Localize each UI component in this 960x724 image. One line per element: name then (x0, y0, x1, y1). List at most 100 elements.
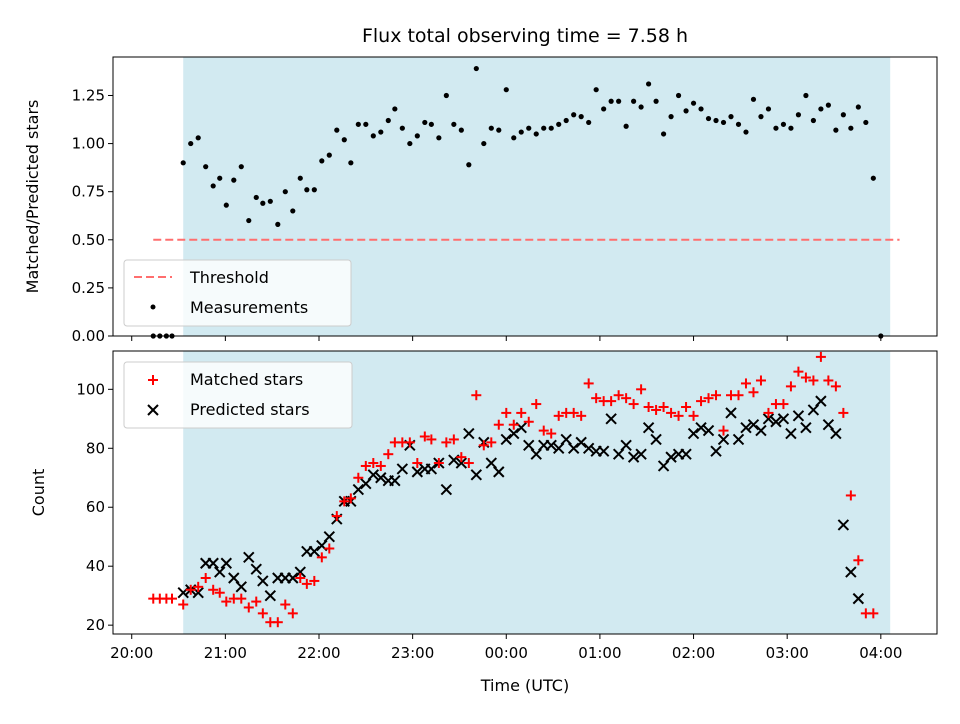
matched-star-point (576, 410, 587, 421)
legend-plus-marker (148, 375, 158, 385)
predicted-star-point (389, 475, 401, 487)
predicted-star-point (695, 421, 707, 434)
predicted-star-point (635, 448, 647, 460)
predicted-star-point (740, 421, 752, 434)
matched-star-point (433, 458, 444, 469)
bottom-legend: Matched stars Predicted stars (123, 361, 353, 429)
measurement-point (840, 112, 846, 118)
chart-title: Flux total observing time = 7.58 h (362, 25, 688, 47)
measurement-point (246, 217, 252, 224)
predicted-star-point (830, 427, 842, 440)
matched-star-point (353, 472, 364, 483)
measurement-point (348, 160, 354, 166)
predicted-star-point (352, 483, 365, 496)
matched-star-point (486, 437, 497, 448)
bottom-plot-area (148, 351, 879, 628)
measurement-point (436, 135, 442, 141)
predicted-star-point (396, 463, 409, 475)
matched-star-point (868, 608, 879, 619)
top-x-axis (131, 336, 882, 341)
measurement-point (231, 177, 237, 183)
matched-star-point (621, 393, 632, 404)
top-axes-frame (112, 56, 938, 337)
measurement-point (773, 125, 779, 131)
predicted-star-point (627, 451, 640, 463)
y-tick-label: 60 (86, 498, 105, 516)
matched-star-point (636, 384, 647, 395)
predicted-star-point (620, 439, 632, 452)
predicted-star-point (250, 563, 262, 575)
matched-star-point (673, 410, 684, 421)
predicted-star-point (257, 575, 269, 587)
measurement-point (556, 121, 562, 127)
measurement-point (690, 100, 697, 106)
matched-star-point (339, 496, 350, 507)
bottom-axes-frame (112, 350, 938, 635)
measurement-point (385, 117, 391, 124)
matched-star-point (613, 390, 624, 401)
matched-star-point (815, 351, 826, 362)
matched-star-point (538, 425, 549, 436)
matched-star-point (178, 599, 189, 610)
measurement-point (743, 129, 749, 135)
x-tick-label: 00:00 (485, 644, 528, 662)
bottom-legend-box (123, 361, 353, 429)
matched-star-point (331, 511, 342, 522)
y-tick-label: 80 (86, 439, 105, 457)
y-tick-label: 1.00 (72, 135, 105, 153)
matched-star-point (531, 399, 542, 410)
predicted-star-point (440, 483, 453, 496)
bottom-panel: 20 40 60 80 100 20:00 21:00 22:00 23:00 00:00 01:… (29, 350, 938, 695)
measurement-point (363, 121, 369, 127)
measurement-point (355, 121, 361, 127)
measurement-point (275, 221, 281, 227)
y-tick-label: 0.25 (72, 279, 105, 297)
matched-star-point (295, 572, 306, 583)
matched-star-point (508, 419, 519, 430)
predicted-star-point (425, 463, 438, 475)
measurement-point (319, 158, 325, 164)
top-legend-box (123, 259, 352, 327)
matched-star-point (493, 419, 504, 430)
matched-star-point (553, 410, 564, 421)
matched-star-point (681, 402, 692, 413)
matched-star-point (208, 584, 219, 595)
measurement-point (668, 114, 674, 120)
matched-star-point (383, 449, 394, 460)
predicted-star-point (650, 433, 662, 446)
measurement-point (180, 160, 186, 166)
predicted-star-point (770, 416, 782, 428)
matched-star-point (583, 378, 594, 389)
predicted-star-point (732, 433, 745, 446)
measurement-point (253, 194, 259, 201)
matched-star-point (845, 490, 856, 501)
measurement-point (675, 92, 682, 99)
predicted-star-point (323, 531, 336, 543)
bottom-x-axis: 20:00 21:00 22:00 23:00 00:00 01:00 02:00 03:00… (110, 634, 902, 662)
measurement-point (223, 202, 229, 208)
matched-star-point (793, 366, 804, 377)
matched-star-point (324, 543, 335, 554)
predicted-star-point (785, 427, 797, 440)
measurement-point (466, 162, 472, 168)
measurement-point (481, 140, 487, 147)
measurement-point (451, 121, 457, 127)
top-panel: 0.00 0.25 0.50 0.75 1.00 1.25 Matched/Predict… (23, 56, 938, 345)
measurement-point (631, 98, 637, 104)
predicted-star-point (702, 424, 715, 437)
measurement-point (526, 125, 532, 131)
measurement-point (217, 175, 223, 181)
measurement-point (428, 121, 434, 127)
predicted-star-point (710, 445, 722, 457)
matched-star-point (200, 572, 211, 583)
matched-star-point (800, 372, 811, 383)
measurement-point (378, 129, 384, 135)
matched-star-point (287, 608, 298, 619)
matched-star-point (185, 584, 196, 595)
matched-star-point (853, 555, 864, 566)
predicted-star-point (845, 566, 857, 578)
matched-star-point (478, 440, 489, 451)
legend-matched-swatch (148, 375, 158, 385)
matched-star-point (830, 381, 841, 392)
